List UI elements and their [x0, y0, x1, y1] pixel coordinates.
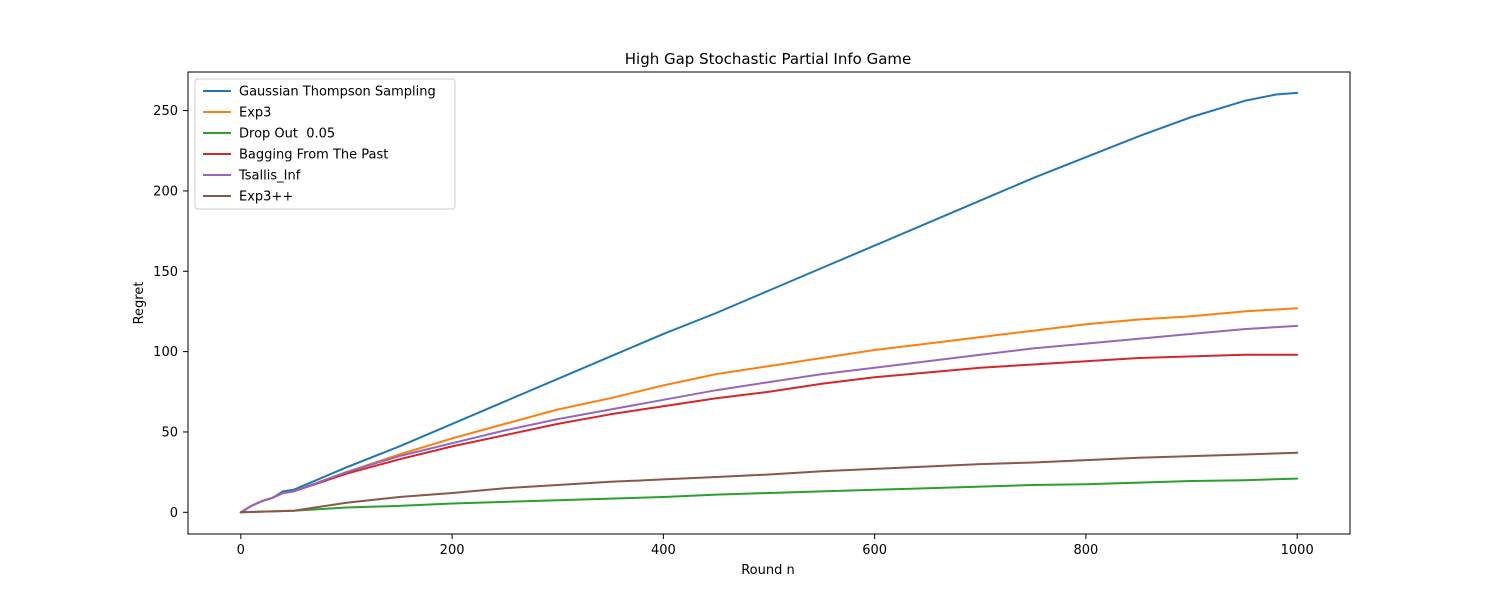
legend: Gaussian Thompson Sampling Exp3 Drop Out 0… [194, 78, 456, 210]
x-axis: 0 200 400 600 800 1000 [237, 534, 1314, 558]
series-line-0 [239, 91, 1299, 514]
legend-label: Drop Out 0.05 [239, 127, 335, 142]
series-line-4 [239, 324, 1299, 514]
legend-label: Gaussian Thompson Sampling [239, 85, 436, 100]
y-tick-label: 50 [161, 425, 178, 440]
x-tick-label: 800 [1073, 543, 1098, 558]
y-tick-label: 100 [153, 345, 178, 360]
plot-area [239, 91, 1299, 514]
y-tick-label: 150 [153, 265, 178, 280]
y-tick-label: 200 [153, 184, 178, 199]
series-line-2 [239, 477, 1299, 514]
chart-title: High Gap Stochastic Partial Info Game [625, 50, 911, 68]
y-axis: 0 50 100 150 200 250 [153, 104, 188, 521]
y-tick-label: 0 [170, 506, 178, 521]
y-tick-label: 250 [153, 104, 178, 119]
x-tick-label: 400 [651, 543, 676, 558]
x-tick-label: 600 [862, 543, 887, 558]
y-axis-label: Regret [132, 282, 147, 325]
x-tick-label: 0 [237, 543, 245, 558]
x-tick-label: 1000 [1281, 543, 1314, 558]
legend-label: Exp3 [239, 106, 271, 121]
axes-frame [187, 71, 1351, 535]
legend-label: Exp3++ [239, 190, 293, 205]
x-axis-label: Round n [741, 563, 795, 578]
series-line-5 [239, 451, 1299, 514]
legend-label: Tsallis_Inf [238, 169, 301, 184]
legend-label: Bagging From The Past [239, 148, 388, 163]
legend-box [194, 78, 456, 210]
x-tick-label: 200 [440, 543, 465, 558]
